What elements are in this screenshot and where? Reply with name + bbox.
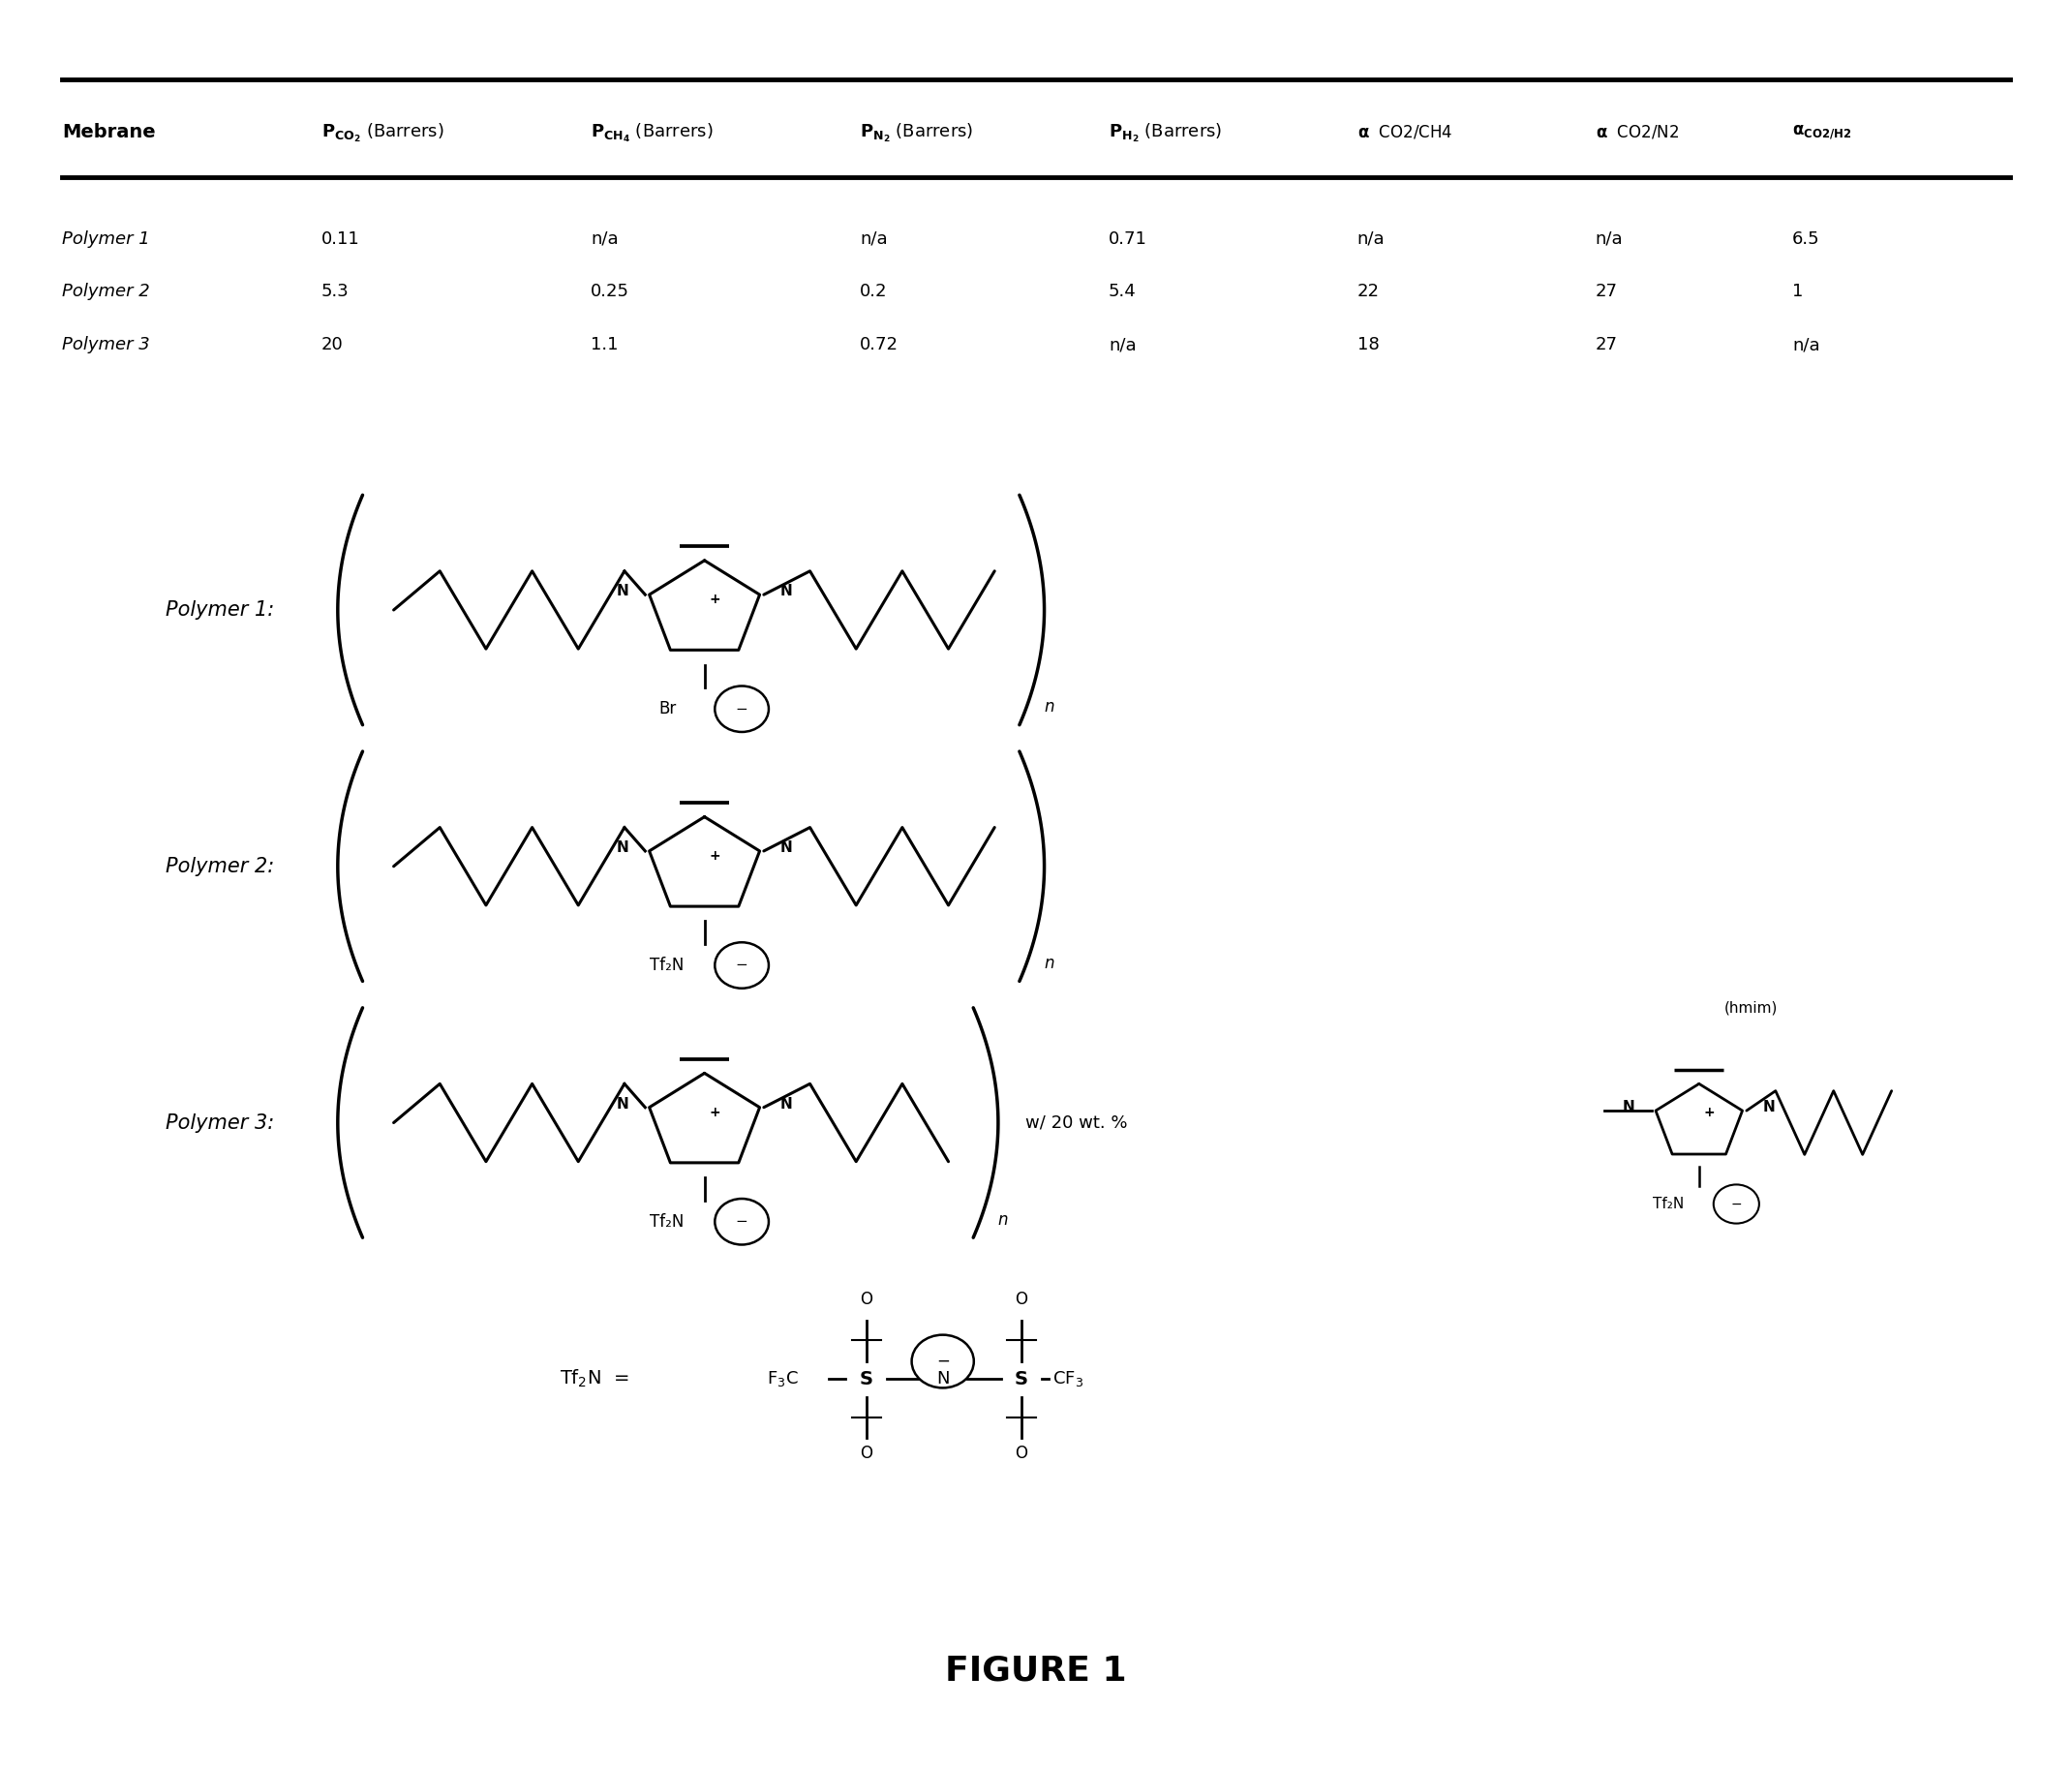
Text: N: N (615, 1096, 628, 1110)
Text: n/a: n/a (1595, 230, 1622, 248)
Text: $\mathbf{P_{CO_2}}$ (Barrers): $\mathbf{P_{CO_2}}$ (Barrers) (321, 122, 443, 143)
Text: F$_3$C: F$_3$C (767, 1370, 798, 1388)
Text: CF$_3$: CF$_3$ (1053, 1370, 1084, 1388)
Text: Polymer 2: Polymer 2 (62, 283, 149, 301)
Text: n/a: n/a (1792, 336, 1819, 354)
Text: S: S (860, 1370, 872, 1388)
Text: Br: Br (659, 700, 675, 718)
Text: n/a: n/a (860, 230, 887, 248)
Text: N: N (937, 1370, 949, 1388)
Text: $\mathbf{P_{H_2}}$ (Barrers): $\mathbf{P_{H_2}}$ (Barrers) (1109, 122, 1222, 143)
Text: Polymer 1:: Polymer 1: (166, 601, 274, 619)
Text: +: + (709, 849, 721, 863)
Text: 0.72: 0.72 (860, 336, 899, 354)
Text: −: − (1730, 1197, 1743, 1211)
Text: N: N (1622, 1100, 1635, 1114)
Text: N: N (1763, 1100, 1776, 1114)
Text: n/a: n/a (591, 230, 617, 248)
Text: n/a: n/a (1109, 336, 1135, 354)
Text: n: n (999, 1211, 1009, 1229)
Text: 22: 22 (1357, 283, 1380, 301)
Text: Polymer 2:: Polymer 2: (166, 857, 274, 875)
Text: 0.25: 0.25 (591, 283, 630, 301)
Text: −: − (937, 1353, 949, 1370)
Text: N: N (615, 583, 628, 598)
Text: N: N (781, 1096, 794, 1110)
Text: (hmim): (hmim) (1724, 1001, 1778, 1015)
Text: Tf₂N: Tf₂N (651, 1213, 684, 1231)
Text: −: − (736, 702, 748, 716)
Text: O: O (860, 1291, 872, 1308)
Text: $\mathbf{\alpha}$  CO2/CH4: $\mathbf{\alpha}$ CO2/CH4 (1357, 124, 1452, 141)
Text: 1.1: 1.1 (591, 336, 617, 354)
Text: −: − (736, 958, 748, 972)
Text: O: O (1015, 1291, 1028, 1308)
Text: 20: 20 (321, 336, 344, 354)
Text: N: N (781, 583, 794, 598)
Text: Tf₂N: Tf₂N (651, 956, 684, 974)
Text: O: O (860, 1444, 872, 1462)
Text: 27: 27 (1595, 283, 1618, 301)
Text: 18: 18 (1357, 336, 1380, 354)
Text: +: + (1703, 1105, 1716, 1119)
Text: $\mathbf{P_{CH_4}}$ (Barrers): $\mathbf{P_{CH_4}}$ (Barrers) (591, 122, 713, 143)
Text: Mebrane: Mebrane (62, 124, 155, 141)
Text: Tf$_2$N  =: Tf$_2$N = (559, 1368, 628, 1390)
Text: $\mathbf{P_{N_2}}$ (Barrers): $\mathbf{P_{N_2}}$ (Barrers) (860, 122, 974, 143)
Text: 0.11: 0.11 (321, 230, 361, 248)
Text: $\mathbf{\alpha}$  CO2/N2: $\mathbf{\alpha}$ CO2/N2 (1595, 124, 1678, 141)
Text: Polymer 1: Polymer 1 (62, 230, 149, 248)
Text: N: N (781, 840, 794, 854)
Text: +: + (709, 592, 721, 606)
Text: n: n (1044, 698, 1055, 716)
Text: S: S (1015, 1370, 1028, 1388)
Text: 1: 1 (1792, 283, 1803, 301)
Text: n: n (1044, 955, 1055, 972)
Text: 0.2: 0.2 (860, 283, 887, 301)
Text: 27: 27 (1595, 336, 1618, 354)
Text: $\mathbf{\alpha_{CO2/H2}}$: $\mathbf{\alpha_{CO2/H2}}$ (1792, 124, 1852, 141)
Text: Polymer 3:: Polymer 3: (166, 1114, 274, 1132)
Text: N: N (615, 840, 628, 854)
Text: FIGURE 1: FIGURE 1 (945, 1655, 1127, 1687)
Text: Tf₂N: Tf₂N (1651, 1197, 1685, 1211)
Text: 0.71: 0.71 (1109, 230, 1148, 248)
Text: 5.3: 5.3 (321, 283, 348, 301)
Text: +: + (709, 1105, 721, 1119)
Text: 5.4: 5.4 (1109, 283, 1135, 301)
Text: −: − (736, 1215, 748, 1229)
Text: w/ 20 wt. %: w/ 20 wt. % (1026, 1114, 1127, 1132)
Text: n/a: n/a (1357, 230, 1384, 248)
Text: Polymer 3: Polymer 3 (62, 336, 149, 354)
Text: O: O (1015, 1444, 1028, 1462)
Text: 6.5: 6.5 (1792, 230, 1819, 248)
